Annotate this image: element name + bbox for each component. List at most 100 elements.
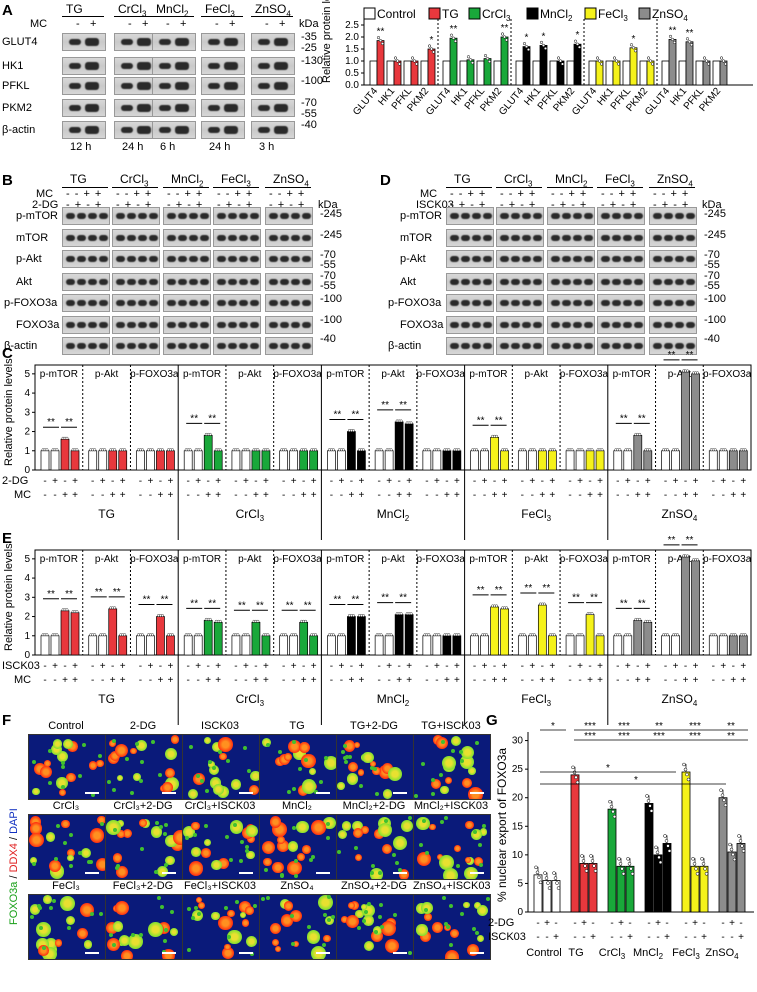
data-point: [556, 886, 561, 890]
group-underline: [213, 187, 259, 188]
sign-row1: -: [159, 476, 162, 487]
cell: [245, 905, 255, 915]
band: [258, 83, 270, 89]
small-cell: [323, 755, 328, 760]
band: [573, 343, 582, 349]
bar-control: [695, 60, 704, 86]
bar-treated: [376, 40, 385, 86]
small-cell: [196, 911, 201, 916]
band: [127, 234, 136, 241]
data-point: [457, 633, 461, 637]
band: [612, 278, 621, 285]
data-point: [546, 881, 550, 885]
cell: [59, 788, 67, 796]
data-point: [294, 448, 298, 452]
panel-label-d: D: [380, 172, 391, 189]
small-cell: [421, 818, 426, 823]
small-cell: [291, 740, 296, 745]
cell: [45, 938, 57, 950]
bar: [98, 635, 108, 656]
kda-marker: -100: [320, 314, 343, 326]
data-point: [502, 35, 507, 39]
data-point: [646, 799, 651, 803]
sign-row1: -: [616, 661, 619, 672]
band: [217, 234, 226, 241]
data-point: [556, 56, 561, 60]
data-point: [575, 780, 580, 785]
cell: [432, 922, 443, 934]
sign-row1: +: [406, 661, 412, 672]
cell: [363, 915, 374, 926]
cell: [56, 777, 68, 789]
sign-row1: +: [693, 661, 699, 672]
band: [99, 213, 108, 219]
row-label: Akt: [400, 275, 416, 288]
data-point: [670, 37, 675, 41]
data-point: [657, 855, 661, 860]
band: [258, 39, 270, 45]
data-point: [731, 852, 735, 857]
cell: [49, 859, 62, 872]
cell: [476, 904, 489, 917]
sub-title: p-Akt: [381, 369, 405, 380]
cell: [227, 929, 243, 945]
micro-image: [105, 894, 183, 960]
band: [175, 104, 189, 112]
data-point: [500, 32, 505, 36]
cell: [442, 756, 456, 771]
band: [77, 321, 86, 328]
small-cell: [191, 915, 196, 920]
sig-star: **: [477, 415, 485, 426]
bar: [432, 635, 442, 656]
sign-row2: -: [578, 675, 581, 686]
band: [116, 278, 125, 285]
band: [258, 105, 270, 111]
band: [562, 278, 571, 285]
small-cell: [169, 909, 174, 914]
data-point: [628, 448, 632, 452]
sign-2dg: -: [628, 918, 631, 929]
sign-minus: -: [76, 18, 80, 30]
band: [77, 234, 86, 241]
data-point: [543, 46, 548, 50]
data-point: [629, 43, 634, 47]
bar: [533, 874, 543, 913]
sig-star: **: [524, 583, 532, 594]
bar: [337, 450, 346, 471]
band: [85, 104, 99, 112]
signs-row1: - - + +: [66, 188, 103, 200]
small-cell: [90, 793, 95, 798]
sign-2dg: -: [573, 918, 576, 929]
bar: [40, 635, 50, 656]
bar: [691, 560, 700, 656]
small-cell: [398, 868, 403, 873]
sub-title: p-mTOR: [613, 369, 651, 380]
band: [472, 300, 481, 306]
cell: [283, 752, 293, 762]
cell: [123, 828, 133, 838]
data-point: [687, 40, 692, 44]
cell: [209, 777, 222, 789]
sign-row2: -: [149, 490, 152, 501]
bar: [517, 635, 527, 656]
data-point: [208, 617, 212, 621]
small-cell: [247, 769, 252, 774]
group-label: CrCl3: [599, 947, 626, 961]
group-label: CrCl3: [236, 692, 265, 708]
sig-star: **: [286, 600, 294, 611]
band: [522, 300, 531, 306]
band: [450, 278, 459, 285]
cell: [44, 760, 52, 768]
bar: [60, 438, 70, 471]
micro-image: [336, 894, 414, 960]
band: [291, 343, 300, 349]
bar: [527, 450, 537, 471]
data-point: [666, 844, 670, 848]
bar: [327, 450, 336, 471]
blot-strip: [265, 337, 313, 355]
bar-treated: [668, 39, 677, 86]
sign-row2: +: [72, 490, 78, 501]
micro-image: [182, 894, 260, 960]
scale-bar: [239, 952, 253, 954]
micro-image: [182, 814, 260, 880]
